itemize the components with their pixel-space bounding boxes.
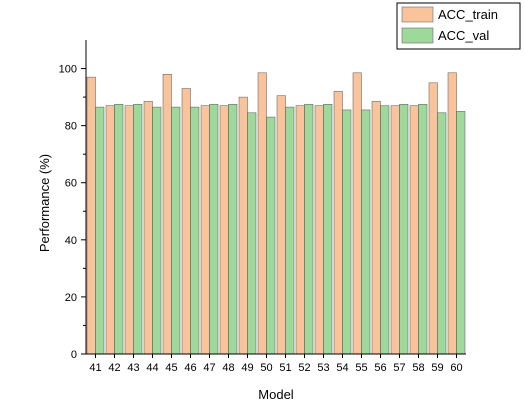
y-ticks: 0 20 40 60 80 100 xyxy=(59,64,86,361)
x-tick-label: 42 xyxy=(108,362,120,374)
bar-acc-train xyxy=(390,105,400,355)
bar-acc-val xyxy=(152,106,162,355)
y-tick-label: 80 xyxy=(65,121,77,133)
bar-acc-val xyxy=(247,112,257,355)
bar-acc-val xyxy=(190,106,200,355)
x-tick-label: 48 xyxy=(222,362,234,374)
bar-acc-train xyxy=(219,105,229,355)
bar-acc-val xyxy=(456,111,466,355)
bar-acc-train xyxy=(162,74,172,355)
y-tick-label: 0 xyxy=(71,349,77,361)
bar-acc-val xyxy=(437,112,447,355)
bar-acc-train xyxy=(124,105,134,355)
bar-acc-train xyxy=(143,101,153,355)
bar-acc-val xyxy=(304,103,314,355)
bar-acc-val xyxy=(114,103,124,355)
x-axis-title: Model xyxy=(258,387,294,402)
x-tick-label: 47 xyxy=(203,362,215,374)
x-tick-label: 41 xyxy=(89,362,101,374)
legend-label: ACC_train xyxy=(438,7,498,22)
legend-swatch xyxy=(401,6,434,23)
bar-acc-val xyxy=(171,106,181,355)
x-tick-label: 44 xyxy=(146,362,158,374)
x-tick-label: 59 xyxy=(431,362,443,374)
y-tick-label: 100 xyxy=(59,64,77,76)
bar-acc-val xyxy=(209,103,219,355)
bar-acc-val xyxy=(380,105,390,355)
bar-acc-train xyxy=(333,91,343,355)
bar-acc-val xyxy=(361,109,371,355)
x-tick-label: 51 xyxy=(279,362,291,374)
x-tick-label: 52 xyxy=(298,362,310,374)
bar-acc-val xyxy=(342,109,352,355)
x-tick-label: 49 xyxy=(241,362,253,374)
bar-acc-val xyxy=(285,106,295,355)
x-tick-label: 60 xyxy=(450,362,462,374)
bar-acc-val xyxy=(418,103,428,355)
bar-acc-val xyxy=(133,103,143,355)
bar-acc-train xyxy=(105,105,115,355)
x-tick-label: 46 xyxy=(184,362,196,374)
x-tick-label: 56 xyxy=(374,362,386,374)
x-tick-label: 57 xyxy=(393,362,405,374)
bar-acc-train xyxy=(314,105,324,355)
legend-swatch xyxy=(401,27,434,44)
x-tick-label: 54 xyxy=(336,362,348,374)
bars xyxy=(86,72,466,355)
bar-acc-val xyxy=(323,103,333,355)
bar-acc-train xyxy=(352,72,362,355)
x-ticks: 41 42 43 44 45 46 47 48 49 50 51 52 53 54 55 56 57 58 59 60 xyxy=(89,354,463,374)
bar-acc-train xyxy=(276,95,286,355)
x-tick-label: 55 xyxy=(355,362,367,374)
x-tick-label: 50 xyxy=(260,362,272,374)
bar-acc-train xyxy=(257,72,267,355)
bar-acc-train xyxy=(200,105,210,355)
bar-acc-train xyxy=(295,105,305,355)
legend: ACC_train ACC_val xyxy=(396,2,521,50)
x-tick-label: 53 xyxy=(317,362,329,374)
bar-acc-val xyxy=(399,103,409,355)
y-axis-title: Performance (%) xyxy=(37,154,52,252)
bar-acc-val xyxy=(228,103,238,355)
y-tick-label: 20 xyxy=(65,292,77,304)
bar-acc-val xyxy=(95,106,105,355)
legend-label: ACC_val xyxy=(438,28,489,43)
bar-acc-train xyxy=(428,82,438,355)
y-tick-label: 40 xyxy=(65,235,77,247)
bar-acc-train xyxy=(181,88,191,355)
bar-acc-train xyxy=(409,105,419,355)
bar-acc-train xyxy=(371,101,381,355)
x-tick-label: 58 xyxy=(412,362,424,374)
bar-acc-train xyxy=(447,72,457,355)
x-tick-label: 45 xyxy=(165,362,177,374)
bar-acc-train xyxy=(86,76,96,355)
bar-acc-train xyxy=(238,96,248,355)
bar-acc-val xyxy=(266,116,276,355)
x-tick-label: 43 xyxy=(127,362,139,374)
y-tick-label: 60 xyxy=(65,178,77,190)
